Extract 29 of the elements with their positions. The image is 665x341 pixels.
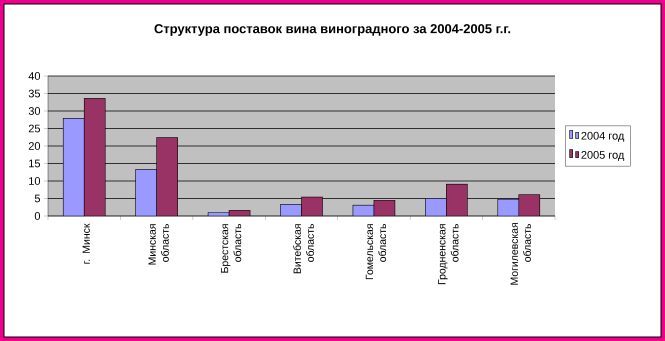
- y-tick-label: 30: [28, 107, 40, 115]
- bar: [374, 200, 395, 216]
- chart-title: Структура поставок вина виноградного за 2004-2005 г.г.: [154, 24, 510, 36]
- x-tick-label: Гомельская область: [366, 224, 386, 280]
- y-tick-label: 10: [29, 177, 40, 185]
- legend-label: 2004 год: [581, 132, 624, 142]
- y-tick-label: 40: [28, 72, 40, 80]
- legend-label: 2005 год: [581, 151, 624, 161]
- bar: [497, 198, 520, 216]
- x-tick-label: Могилевская область: [510, 223, 531, 285]
- x-tick-label: Гродненская область: [438, 224, 458, 284]
- y-tick-label: 25: [28, 124, 40, 132]
- y-tick-label: 0: [34, 212, 40, 220]
- y-tick-label: 35: [28, 90, 40, 98]
- bar: [156, 138, 178, 216]
- bar: [518, 194, 540, 216]
- y-tick-label: 15: [29, 160, 40, 168]
- bar: [84, 98, 106, 216]
- x-tick-label: Витебская область: [293, 224, 314, 274]
- y-tick-label: 20: [28, 142, 40, 150]
- x-tick-label: Брестская область: [220, 224, 242, 273]
- bar: [425, 198, 446, 216]
- y-tick-label: 5: [34, 194, 40, 202]
- x-tick-label: г. Минск: [82, 223, 90, 264]
- bar: [136, 169, 157, 216]
- bar: [63, 118, 84, 216]
- bar: [446, 184, 468, 216]
- bar: [302, 197, 323, 216]
- x-tick-label: Минская область: [148, 224, 169, 265]
